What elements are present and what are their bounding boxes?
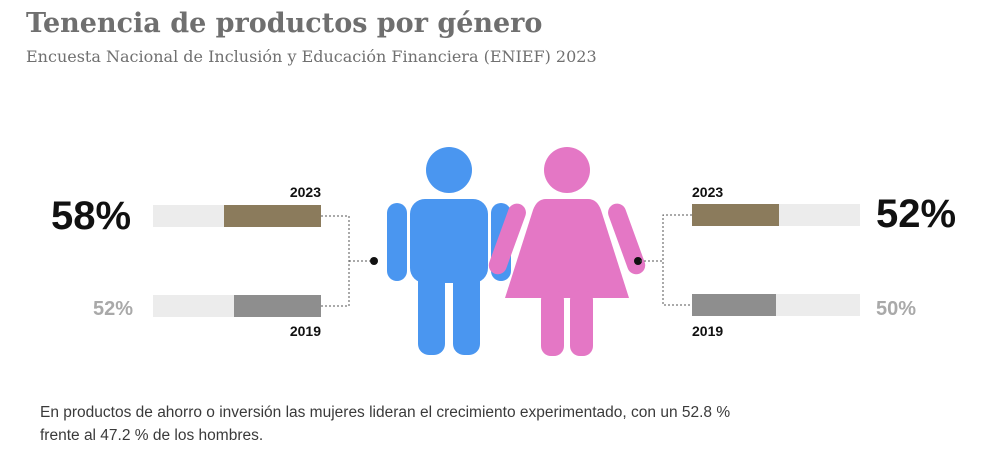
value-label-mujeres-2023: 52%: [876, 192, 956, 236]
connector-hombres: [321, 215, 372, 307]
year-label-mujeres-2023: 2023: [692, 184, 723, 200]
bar-mujeres-2023: [692, 204, 779, 226]
value-label-mujeres-2019: 50%: [876, 298, 916, 320]
connector-dot-mujeres: [634, 257, 642, 265]
bar-mujeres-2019: [692, 294, 776, 316]
woman-icon: [488, 147, 646, 356]
chart-title: Tenencia de productos por género: [26, 8, 543, 39]
value-label-hombres-2023: 58%: [51, 194, 131, 238]
group-mujeres: 2023 2019 52% 50%: [488, 147, 956, 356]
year-label-mujeres-2019: 2019: [692, 323, 723, 339]
connector-dot-hombres: [370, 257, 378, 265]
connector-mujeres: [640, 214, 692, 306]
bar-hombres-2023: [224, 205, 321, 227]
man-icon: [387, 147, 511, 355]
year-label-hombres-2019: 2019: [290, 323, 321, 339]
group-hombres: 2023 2019 58% 52%: [51, 147, 511, 355]
year-label-hombres-2023: 2023: [290, 184, 321, 200]
value-label-hombres-2019: 52%: [93, 298, 133, 320]
footnote: En productos de ahorro o inversión las m…: [40, 404, 731, 444]
bar-hombres-2019: [234, 295, 321, 317]
chart-subtitle: Encuesta Nacional de Inclusión y Educaci…: [26, 47, 597, 66]
